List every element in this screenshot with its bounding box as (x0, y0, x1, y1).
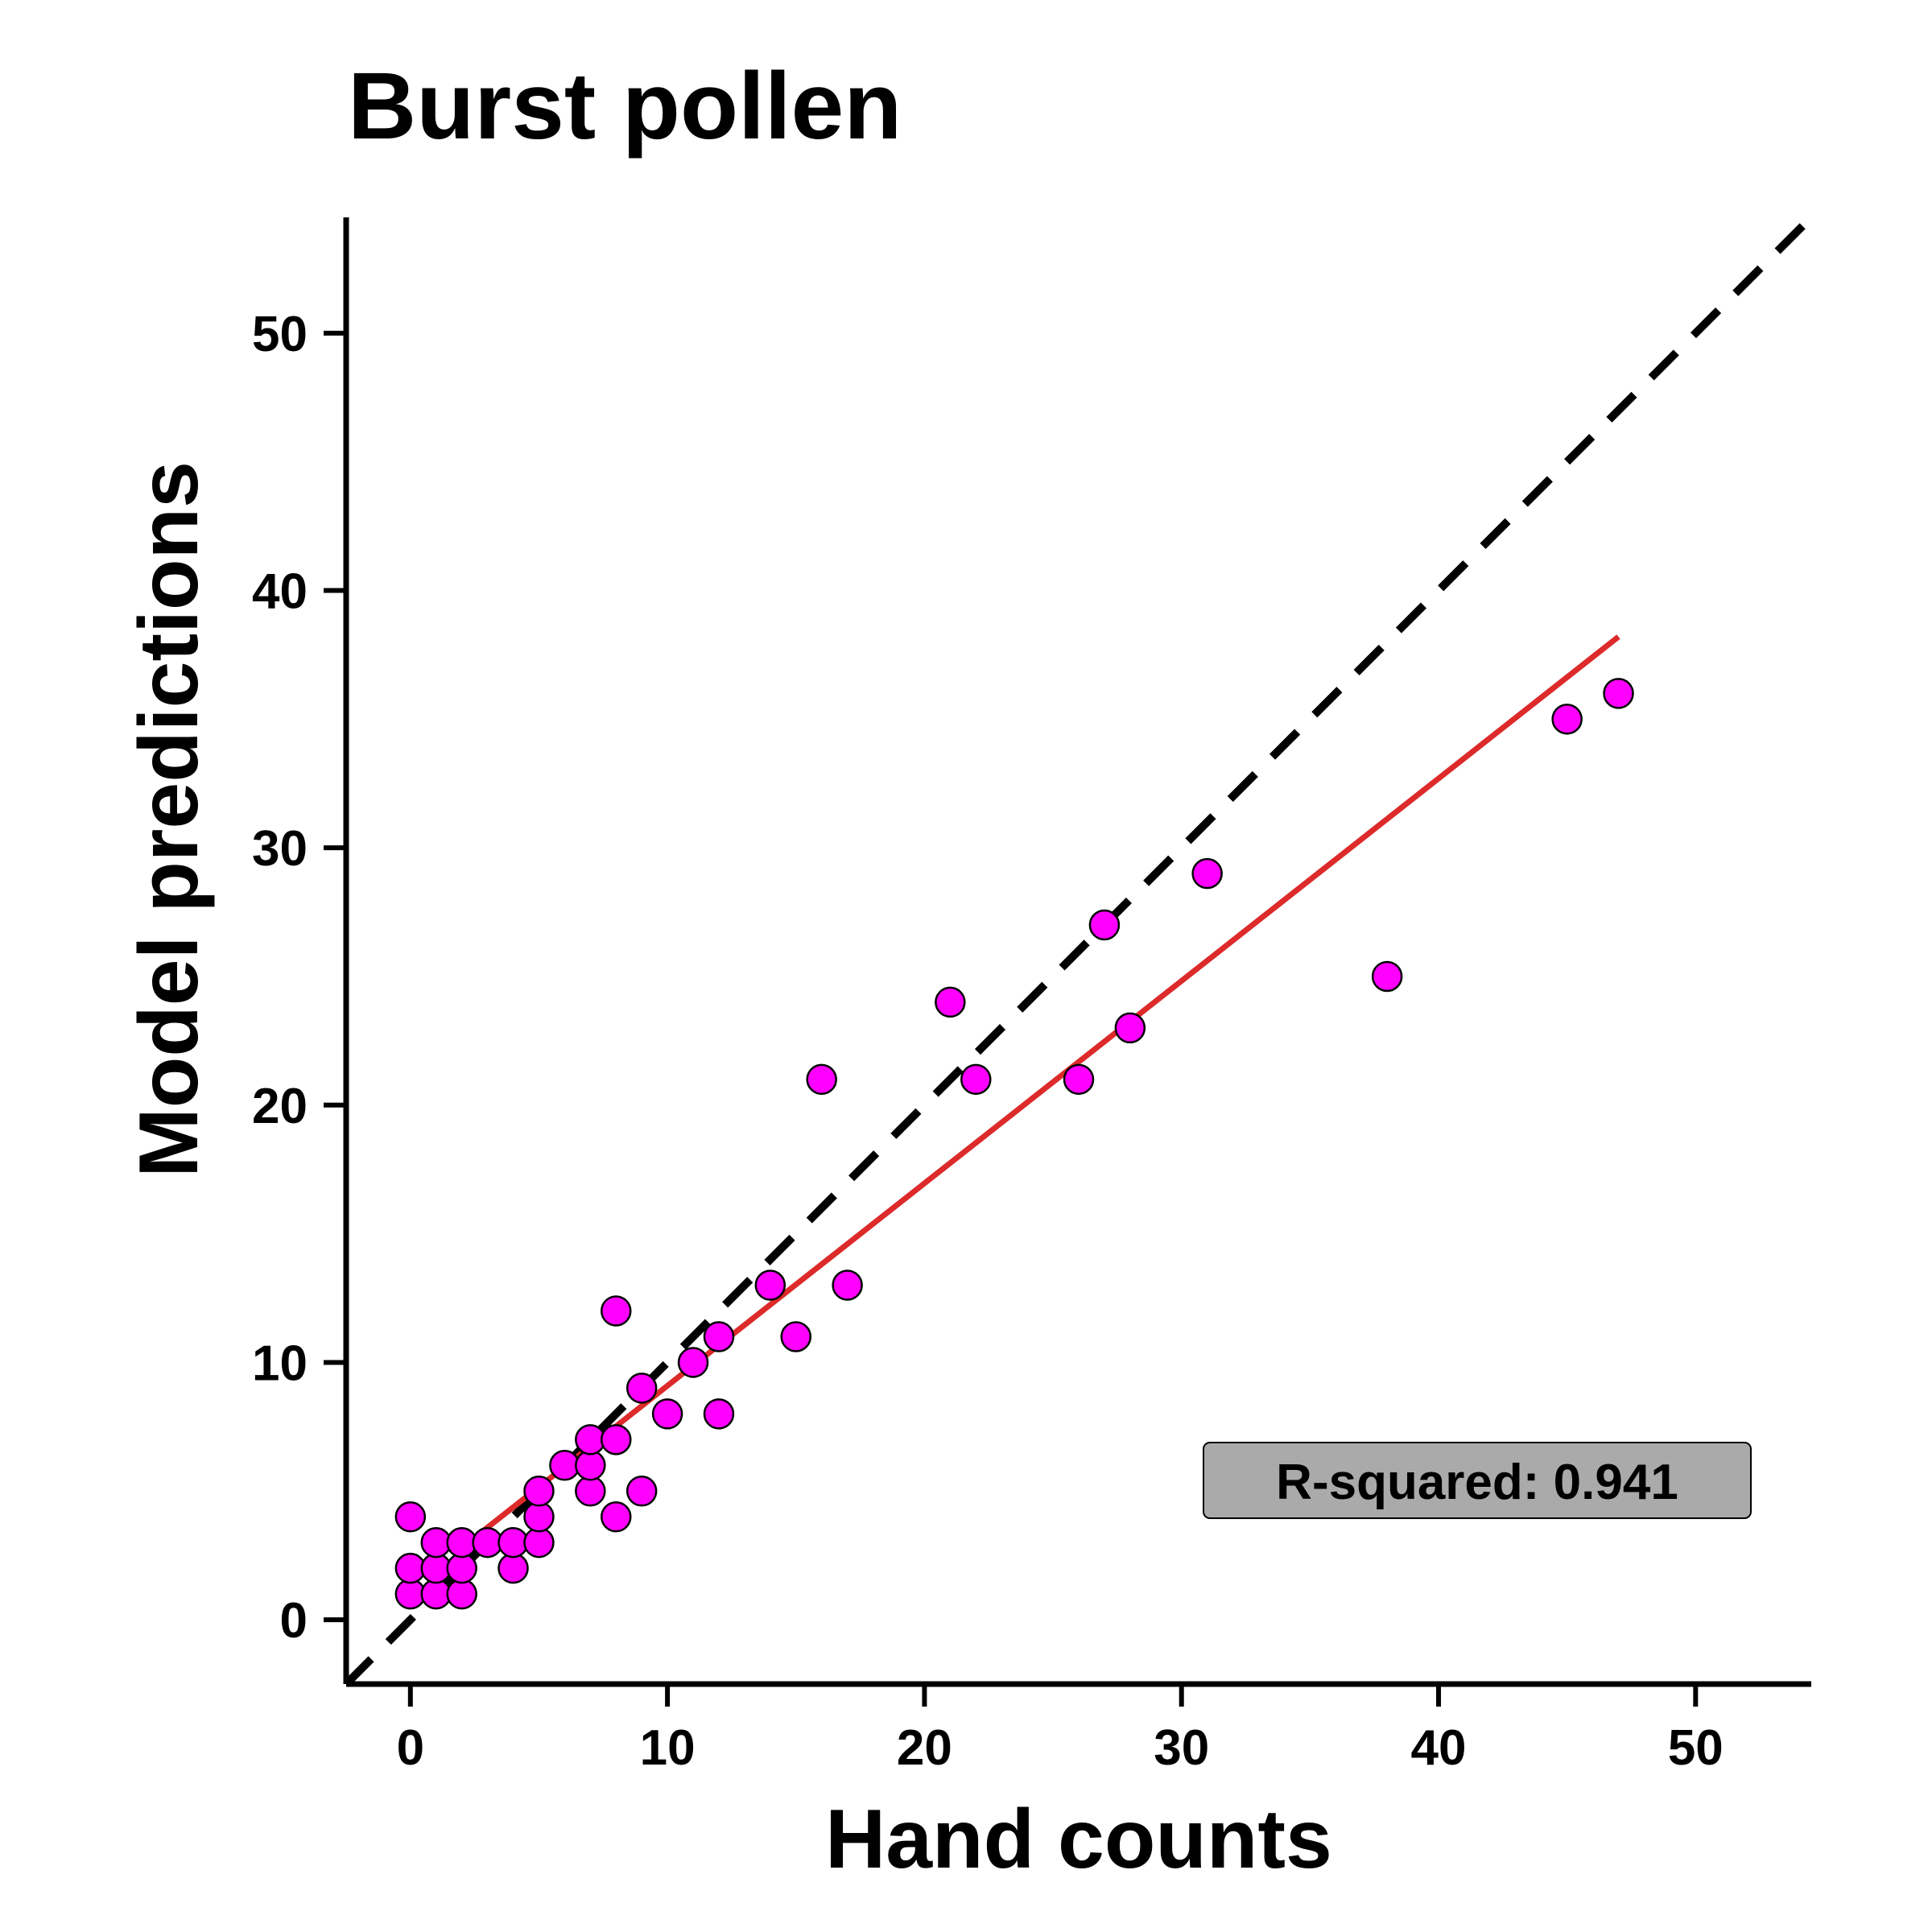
data-point (935, 986, 966, 1018)
data-point (446, 1578, 477, 1610)
y-tick-label: 30 (252, 821, 308, 877)
data-point (703, 1321, 735, 1352)
data-point (625, 1373, 658, 1404)
data-point (960, 1063, 992, 1096)
data-point (677, 1347, 709, 1378)
data-point (394, 1578, 427, 1610)
x-tick-label: 10 (640, 1720, 696, 1776)
x-tick-label: 0 (397, 1720, 424, 1776)
data-point (523, 1476, 555, 1507)
y-tick-label: 20 (252, 1079, 308, 1134)
data-point (523, 1526, 555, 1558)
data-point (806, 1063, 837, 1096)
y-tick-label: 10 (252, 1335, 308, 1391)
x-axis-label: Hand counts (825, 1793, 1332, 1886)
chart-title: Burst pollen (348, 53, 902, 159)
data-point (780, 1321, 812, 1352)
data-point (549, 1450, 580, 1481)
data-point (651, 1398, 683, 1430)
data-point (1088, 909, 1121, 941)
x-tick-label: 20 (897, 1720, 952, 1776)
data-point (1063, 1063, 1095, 1096)
data-point (754, 1269, 786, 1301)
r-squared-label: R-squared: 0.941 (1276, 1455, 1678, 1510)
identity-line (343, 214, 1814, 1687)
data-point (420, 1526, 452, 1558)
data-point (1603, 678, 1634, 709)
data-point (1371, 960, 1403, 993)
data-points-layer (394, 678, 1634, 1610)
data-point (497, 1526, 529, 1558)
data-point (575, 1450, 606, 1481)
fit-line (460, 634, 1620, 1550)
data-point (472, 1526, 503, 1558)
data-point (446, 1552, 477, 1584)
data-point (575, 1424, 606, 1455)
data-point (394, 1501, 427, 1533)
data-point (1114, 1012, 1146, 1044)
x-tick-label: 50 (1668, 1720, 1724, 1776)
data-point (1191, 857, 1223, 890)
y-tick-label: 40 (252, 564, 308, 619)
r-squared-box (1203, 1442, 1752, 1519)
data-point (420, 1578, 452, 1610)
data-point (575, 1476, 606, 1507)
annotation-layer: R-squared: 0.941 (1203, 1442, 1752, 1519)
x-tick-label: 30 (1154, 1720, 1209, 1776)
y-tick-label: 0 (280, 1593, 308, 1649)
data-point (601, 1501, 632, 1533)
data-point (497, 1552, 529, 1584)
y-tick-label: 50 (252, 307, 308, 362)
fit-line-layer (460, 634, 1620, 1550)
data-point (832, 1269, 863, 1301)
data-point (523, 1501, 555, 1533)
identity-line-layer (343, 214, 1814, 1687)
data-point (625, 1476, 658, 1507)
data-point (1551, 704, 1583, 735)
x-tick-label: 40 (1411, 1720, 1467, 1776)
data-point (420, 1552, 452, 1584)
data-point (601, 1424, 632, 1455)
data-point (446, 1526, 477, 1558)
y-axis-label: Model predictions (122, 461, 216, 1178)
axes-layer: 0 10 20 30 40 50 0 10 20 30 40 50 (252, 217, 1811, 1776)
data-point (394, 1552, 427, 1584)
data-point (601, 1295, 632, 1327)
data-point (703, 1398, 735, 1430)
